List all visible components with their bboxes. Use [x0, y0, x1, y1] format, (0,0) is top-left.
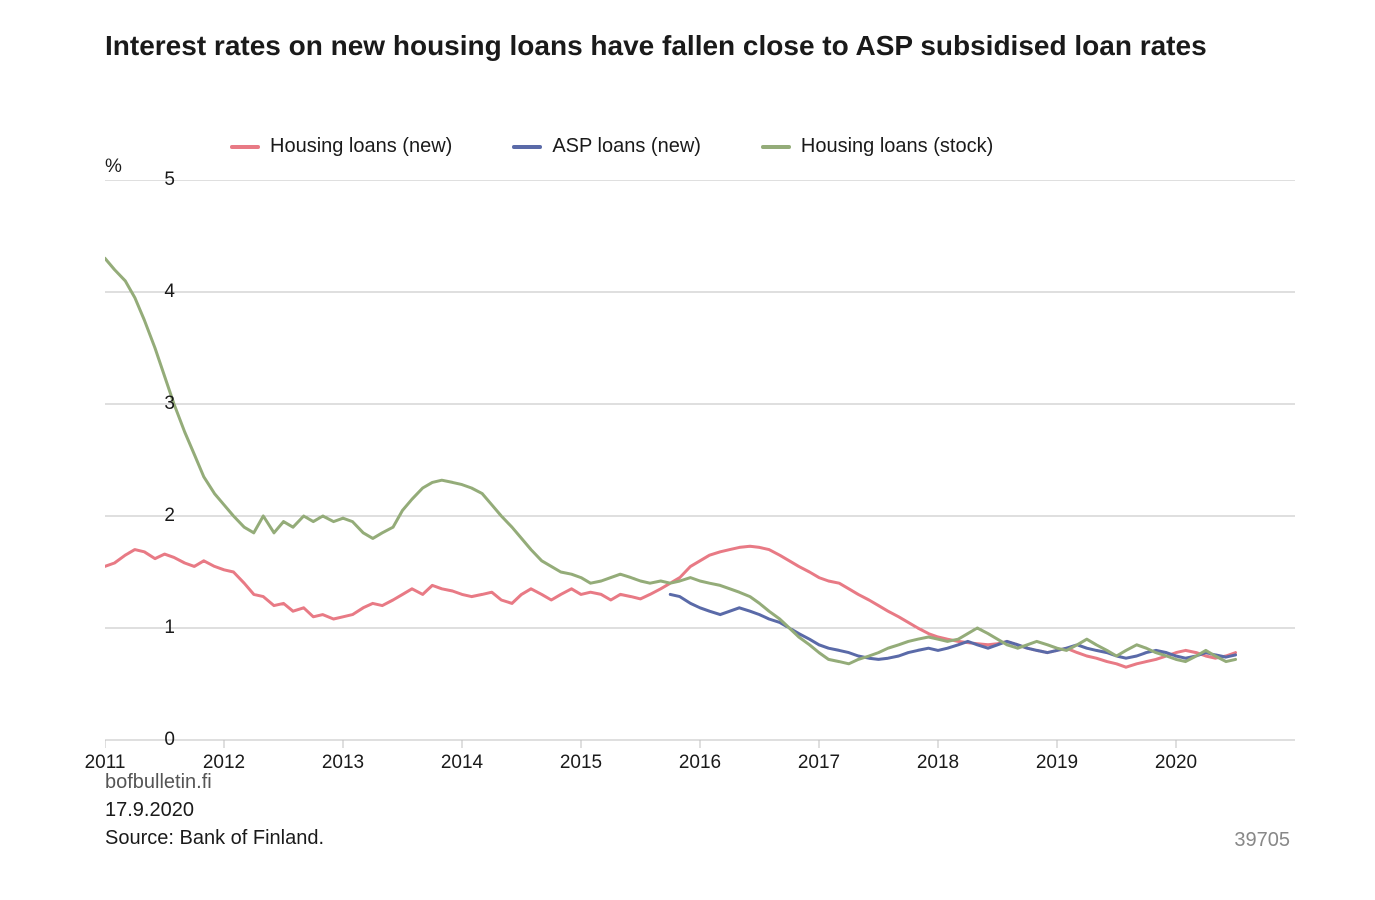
legend-item: Housing loans (stock) [761, 135, 993, 158]
x-tick: 2015 [560, 752, 602, 774]
x-tick: 2014 [441, 752, 483, 774]
x-tick: 2013 [322, 752, 364, 774]
footer-source: Source: Bank of Finland. [105, 827, 324, 849]
series-line [105, 258, 1236, 663]
y-tick: 3 [164, 393, 175, 415]
legend-swatch [230, 145, 260, 149]
chart-title: Interest rates on new housing loans have… [105, 30, 1207, 62]
footer-left: bofbulletin.fi 17.9.2020 Source: Bank of… [105, 768, 324, 852]
legend-item: ASP loans (new) [512, 135, 701, 158]
x-tick: 2018 [917, 752, 959, 774]
legend: Housing loans (new) ASP loans (new) Housin… [230, 135, 1295, 158]
x-tick: 2019 [1036, 752, 1078, 774]
footer-ref: 39705 [1234, 829, 1290, 852]
y-tick: 0 [164, 729, 175, 751]
legend-label: Housing loans (stock) [801, 135, 993, 158]
footer-date: 17.9.2020 [105, 799, 194, 821]
legend-swatch [512, 145, 542, 149]
y-tick: 5 [164, 169, 175, 191]
legend-swatch [761, 145, 791, 149]
plot-area [105, 180, 1295, 740]
y-tick: 2 [164, 505, 175, 527]
x-tick: 2016 [679, 752, 721, 774]
legend-label: ASP loans (new) [552, 135, 701, 158]
legend-label: Housing loans (new) [270, 135, 452, 158]
x-tick: 2020 [1155, 752, 1197, 774]
legend-item: Housing loans (new) [230, 135, 452, 158]
footer-site: bofbulletin.fi [105, 771, 212, 793]
y-tick: 1 [164, 617, 175, 639]
chart-svg [105, 180, 1295, 780]
y-tick: 4 [164, 281, 175, 303]
y-axis-unit: % [105, 156, 122, 178]
x-tick: 2017 [798, 752, 840, 774]
